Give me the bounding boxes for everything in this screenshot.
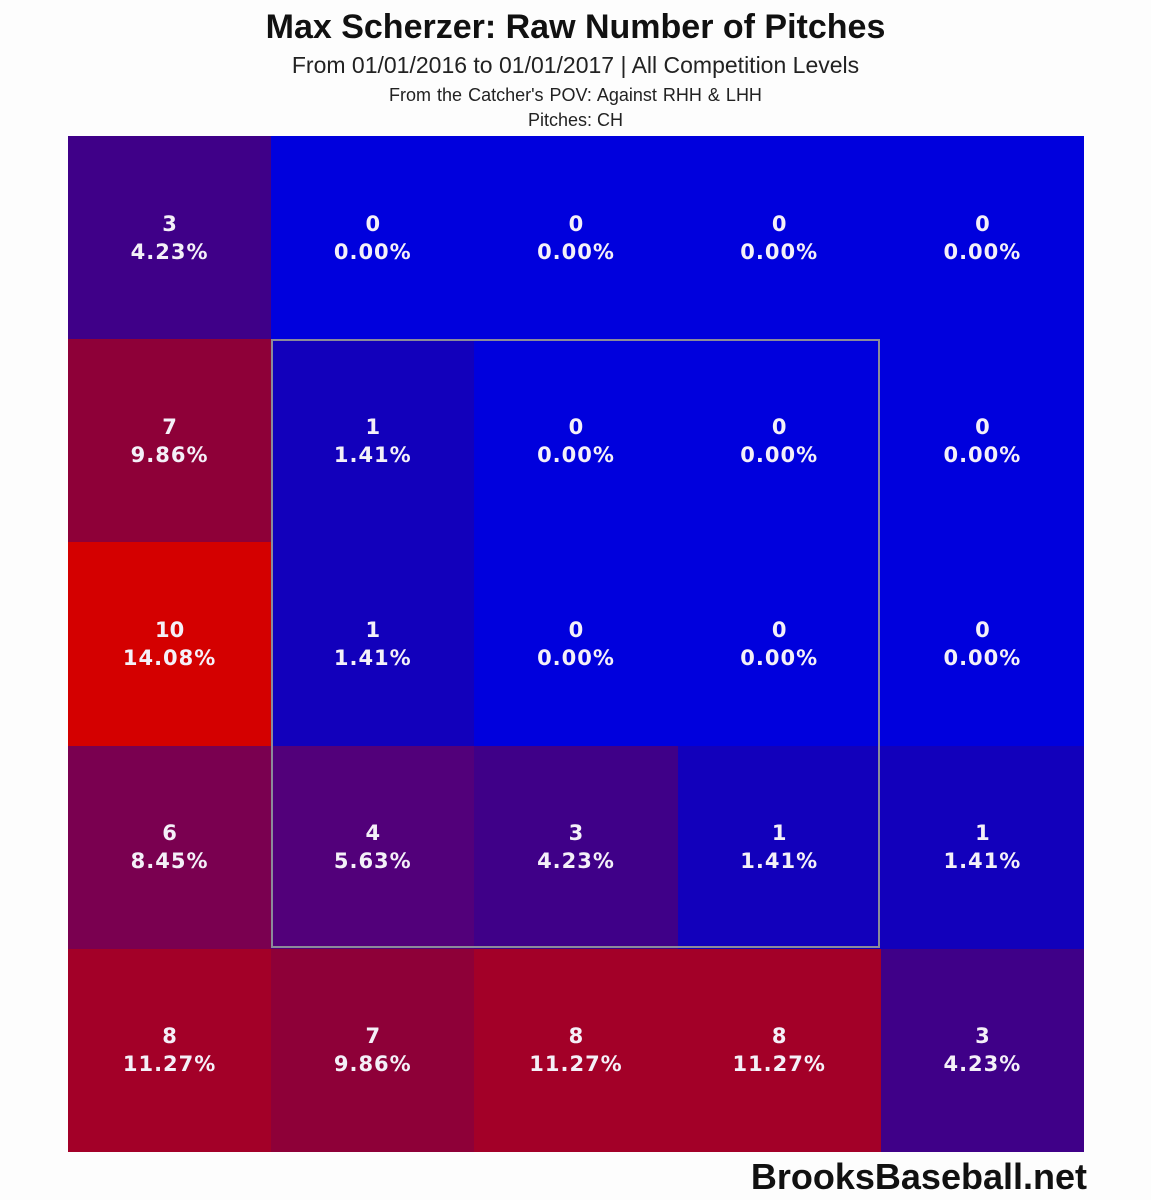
heatmap-cell: 0 0.00%	[271, 136, 475, 340]
cell-count: 1	[771, 821, 787, 846]
heatmap-cell: 6 8.45%	[68, 745, 272, 949]
cell-percentage: 1.41%	[333, 645, 412, 670]
cell-percentage: 0.00%	[943, 442, 1022, 467]
heatmap-cell: 3 4.23%	[474, 745, 678, 949]
cell-percentage: 0.00%	[943, 239, 1022, 264]
cell-count: 0	[975, 414, 990, 439]
heatmap-grid: 3 4.23% 0 0.00% 0 0.00% 0 0.00% 0 0.00% 7 9.86% 1 1.4…	[68, 136, 1084, 1152]
cell-count: 6	[162, 821, 177, 846]
cell-count: 7	[162, 414, 177, 439]
cell-percentage: 4.23%	[130, 239, 209, 264]
heatmap-cell: 3 4.23%	[880, 948, 1084, 1152]
heatmap-cell: 8 11.27%	[68, 948, 272, 1152]
heatmap-cell: 0 0.00%	[474, 339, 678, 543]
cell-percentage: 0.00%	[740, 645, 819, 670]
cell-percentage: 8.45%	[130, 849, 209, 874]
cell-count: 0	[771, 414, 787, 439]
heatmap-cell: 1 1.41%	[677, 745, 881, 949]
cell-count: 3	[162, 211, 177, 236]
heatmap-cell: 8 11.27%	[677, 948, 881, 1152]
cell-percentage: 0.00%	[537, 442, 615, 467]
heatmap-cell: 10 14.08%	[68, 542, 272, 746]
heatmap-cell: 3 4.23%	[68, 136, 272, 340]
heatmap-cell: 0 0.00%	[677, 542, 881, 746]
cell-count: 7	[365, 1024, 381, 1049]
heatmap-cell: 4 5.63%	[271, 745, 475, 949]
heatmap-cell: 0 0.00%	[677, 136, 881, 340]
cell-percentage: 11.27%	[732, 1052, 826, 1077]
cell-percentage: 4.23%	[943, 1052, 1022, 1077]
heatmap-cell: 0 0.00%	[880, 542, 1084, 746]
heatmap-cell: 0 0.00%	[474, 542, 678, 746]
cell-percentage: 14.08%	[122, 645, 217, 670]
cell-count: 0	[568, 211, 584, 236]
cell-count: 1	[365, 617, 381, 642]
pitch-type-caption: Pitches: CH	[527, 110, 624, 130]
cell-count: 0	[771, 617, 787, 642]
cell-count: 0	[568, 414, 584, 439]
heatmap-cell: 1 1.41%	[271, 542, 475, 746]
cell-count: 8	[162, 1024, 177, 1049]
heatmap-cell: 1 1.41%	[271, 339, 475, 543]
cell-percentage: 0.00%	[333, 239, 412, 264]
cell-percentage: 11.27%	[122, 1052, 217, 1077]
cell-count: 0	[365, 211, 381, 236]
cell-count: 10	[154, 617, 185, 642]
cell-percentage: 0.00%	[943, 645, 1022, 670]
brand-watermark: BrooksBaseball.net	[750, 1156, 1087, 1197]
cell-count: 0	[975, 617, 990, 642]
heatmap-cell: 7 9.86%	[271, 948, 475, 1152]
heatmap-cell: 8 11.27%	[474, 948, 678, 1152]
pov-caption: From the Catcher's POV: Against RHH & LH…	[389, 85, 762, 105]
cell-percentage: 9.86%	[333, 1052, 412, 1077]
chart-subtitle: From 01/01/2016 to 01/01/2017 | All Comp…	[291, 52, 860, 78]
heatmap-cell: 7 9.86%	[68, 339, 272, 543]
cell-count: 8	[568, 1024, 584, 1049]
cell-percentage: 11.27%	[529, 1052, 623, 1077]
cell-count: 8	[771, 1024, 787, 1049]
cell-percentage: 0.00%	[740, 442, 819, 467]
heatmap-cell: 1 1.41%	[880, 745, 1084, 949]
cell-percentage: 0.00%	[537, 645, 615, 670]
cell-percentage: 9.86%	[130, 442, 209, 467]
heatmap-cell: 0 0.00%	[880, 136, 1084, 340]
cell-count: 0	[771, 211, 787, 236]
cell-percentage: 1.41%	[943, 849, 1022, 874]
cell-count: 4	[365, 821, 381, 846]
cell-count: 1	[975, 821, 990, 846]
cell-percentage: 1.41%	[740, 849, 819, 874]
cell-count: 3	[568, 821, 584, 846]
heatmap-cell: 0 0.00%	[474, 136, 678, 340]
chart-title: Max Scherzer: Raw Number of Pitches	[265, 8, 886, 46]
cell-percentage: 1.41%	[333, 442, 412, 467]
heatmap-cell: 0 0.00%	[677, 339, 881, 543]
cell-percentage: 0.00%	[740, 239, 819, 264]
cell-percentage: 4.23%	[537, 849, 615, 874]
cell-count: 3	[975, 1024, 990, 1049]
cell-percentage: 5.63%	[333, 849, 412, 874]
cell-count: 0	[568, 617, 584, 642]
cell-count: 0	[975, 211, 990, 236]
cell-percentage: 0.00%	[537, 239, 615, 264]
heatmap-cell: 0 0.00%	[880, 339, 1084, 543]
cell-count: 1	[365, 414, 381, 439]
